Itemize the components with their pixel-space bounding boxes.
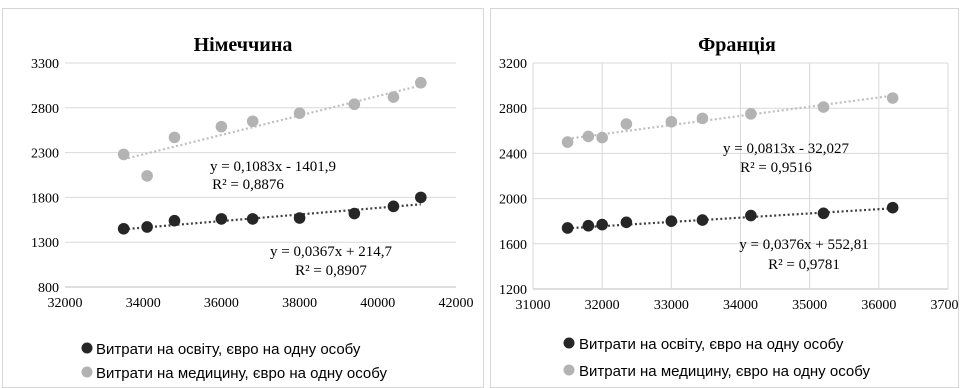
- trend-equation-medicine: y = 0,1083x - 1401,9: [210, 159, 336, 175]
- data-point-education: [886, 201, 899, 214]
- y-tick-label: 1600: [499, 238, 527, 253]
- legend-marker-medicine: [563, 364, 575, 376]
- data-point-medicine: [745, 108, 757, 120]
- data-point-education: [387, 200, 400, 213]
- data-point-education: [117, 222, 130, 235]
- chart-title: Франція: [698, 34, 776, 56]
- data-point-medicine: [596, 131, 608, 144]
- data-point-education: [168, 214, 181, 227]
- legend-label-medicine: Витрати на медицину, євро на одну особу: [96, 365, 387, 382]
- scatter-chart-germany: 800 1300 1800 2300 2800 3300 32000 34000 36000 38…: [31, 34, 474, 382]
- data-point-medicine: [348, 98, 361, 111]
- y-tick-label: 2300: [31, 147, 59, 162]
- trendline-education: [567, 207, 893, 230]
- x-tick-label: 36000: [861, 298, 896, 313]
- data-point-medicine: [293, 107, 306, 119]
- data-point-medicine: [387, 91, 400, 103]
- x-tick-label: 33000: [654, 298, 689, 313]
- data-point-education: [348, 207, 361, 220]
- chart-title: Німеччина: [194, 34, 293, 56]
- data-point-medicine: [215, 120, 228, 133]
- data-point-medicine: [246, 115, 259, 128]
- data-point-medicine: [665, 115, 678, 128]
- plot-area: 800 1300 1800 2300 2800 3300 32000 34000 36000 38…: [31, 57, 474, 311]
- y-tick-label: 1800: [31, 191, 59, 206]
- trendline-education: [123, 203, 421, 231]
- legend-marker-medicine: [81, 366, 93, 378]
- data-point-education: [141, 221, 153, 233]
- legend-label-medicine: Витрати на медицину, євро на одну особу: [579, 363, 870, 380]
- data-point-education: [246, 213, 259, 225]
- legend-marker-education: [81, 342, 93, 354]
- data-point-education: [596, 218, 608, 231]
- data-point-medicine: [168, 131, 181, 144]
- trend-equation-education: y = 0,0367x + 214,7: [270, 244, 392, 260]
- legend-label-education: Витрати на освіту, євро на одну особу: [96, 341, 361, 358]
- data-point-education: [696, 214, 709, 226]
- trend-equation-medicine: y = 0,0813x - 32,027: [723, 141, 849, 157]
- y-tick-label: 1200: [499, 283, 527, 298]
- data-point-medicine: [415, 76, 427, 89]
- trend-r2-education: R² = 0,9781: [768, 257, 840, 273]
- trend-r2-education: R² = 0,8907: [295, 263, 367, 279]
- chart-panel-germany: 800 1300 1800 2300 2800 3300 32000 34000 36000 38…: [2, 8, 484, 388]
- x-tick-label: 38000: [282, 296, 317, 311]
- plot-area: 1200 1600 2000 2400 2800 3200 31000 32000 33000 3…: [499, 57, 958, 313]
- y-tick-label: 1300: [31, 236, 59, 251]
- data-point-medicine: [620, 118, 633, 130]
- y-tick-label: 2800: [31, 102, 59, 117]
- data-point-education: [817, 207, 830, 220]
- data-point-education: [582, 219, 595, 232]
- legend-label-education: Витрати на освіту, євро на одну особу: [579, 336, 844, 353]
- data-point-medicine: [582, 130, 595, 143]
- y-tick-label: 3200: [499, 57, 527, 72]
- data-point-medicine: [817, 101, 830, 113]
- data-point-medicine: [886, 92, 899, 104]
- data-point-education: [620, 216, 633, 229]
- data-point-medicine: [117, 148, 130, 161]
- x-tick-label: 36000: [204, 296, 239, 311]
- scatter-chart-france: 1200 1600 2000 2400 2800 3200 31000 32000 33000 3…: [499, 34, 958, 380]
- trend-equation-education: y = 0,0376x + 552,81: [739, 237, 868, 253]
- data-point-education: [665, 215, 678, 227]
- trend-r2-medicine: R² = 0,9516: [740, 160, 812, 176]
- x-tick-label: 32000: [585, 298, 620, 313]
- y-tick-label: 2800: [499, 102, 527, 117]
- trendline-medicine: [123, 84, 422, 161]
- data-point-medicine: [696, 112, 709, 125]
- y-tick-label: 2400: [499, 147, 527, 162]
- x-tick-label: 35000: [792, 298, 827, 313]
- data-point-education: [561, 222, 574, 234]
- chart-panel-france: 1200 1600 2000 2400 2800 3200 31000 32000 33000 3…: [490, 8, 959, 388]
- data-point-medicine: [561, 136, 574, 148]
- data-point-education: [293, 212, 306, 224]
- data-point-medicine: [141, 170, 153, 182]
- x-tick-label: 34000: [723, 298, 758, 313]
- trend-r2-medicine: R² = 0,8876: [212, 177, 284, 193]
- y-tick-label: 800: [38, 281, 59, 296]
- data-point-education: [415, 191, 427, 204]
- legend-marker-education: [563, 337, 575, 349]
- y-tick-label: 2000: [499, 193, 527, 208]
- x-tick-label: 42000: [439, 296, 474, 311]
- x-tick-label: 32000: [48, 296, 83, 311]
- x-tick-label: 31000: [516, 298, 551, 313]
- x-tick-label: 34000: [126, 296, 161, 311]
- y-tick-label: 3300: [31, 57, 59, 72]
- data-point-education: [745, 209, 757, 222]
- x-tick-label: 40000: [360, 296, 395, 311]
- trendline-medicine: [567, 94, 893, 140]
- data-point-education: [215, 213, 228, 225]
- x-tick-label: 37000: [931, 298, 959, 313]
